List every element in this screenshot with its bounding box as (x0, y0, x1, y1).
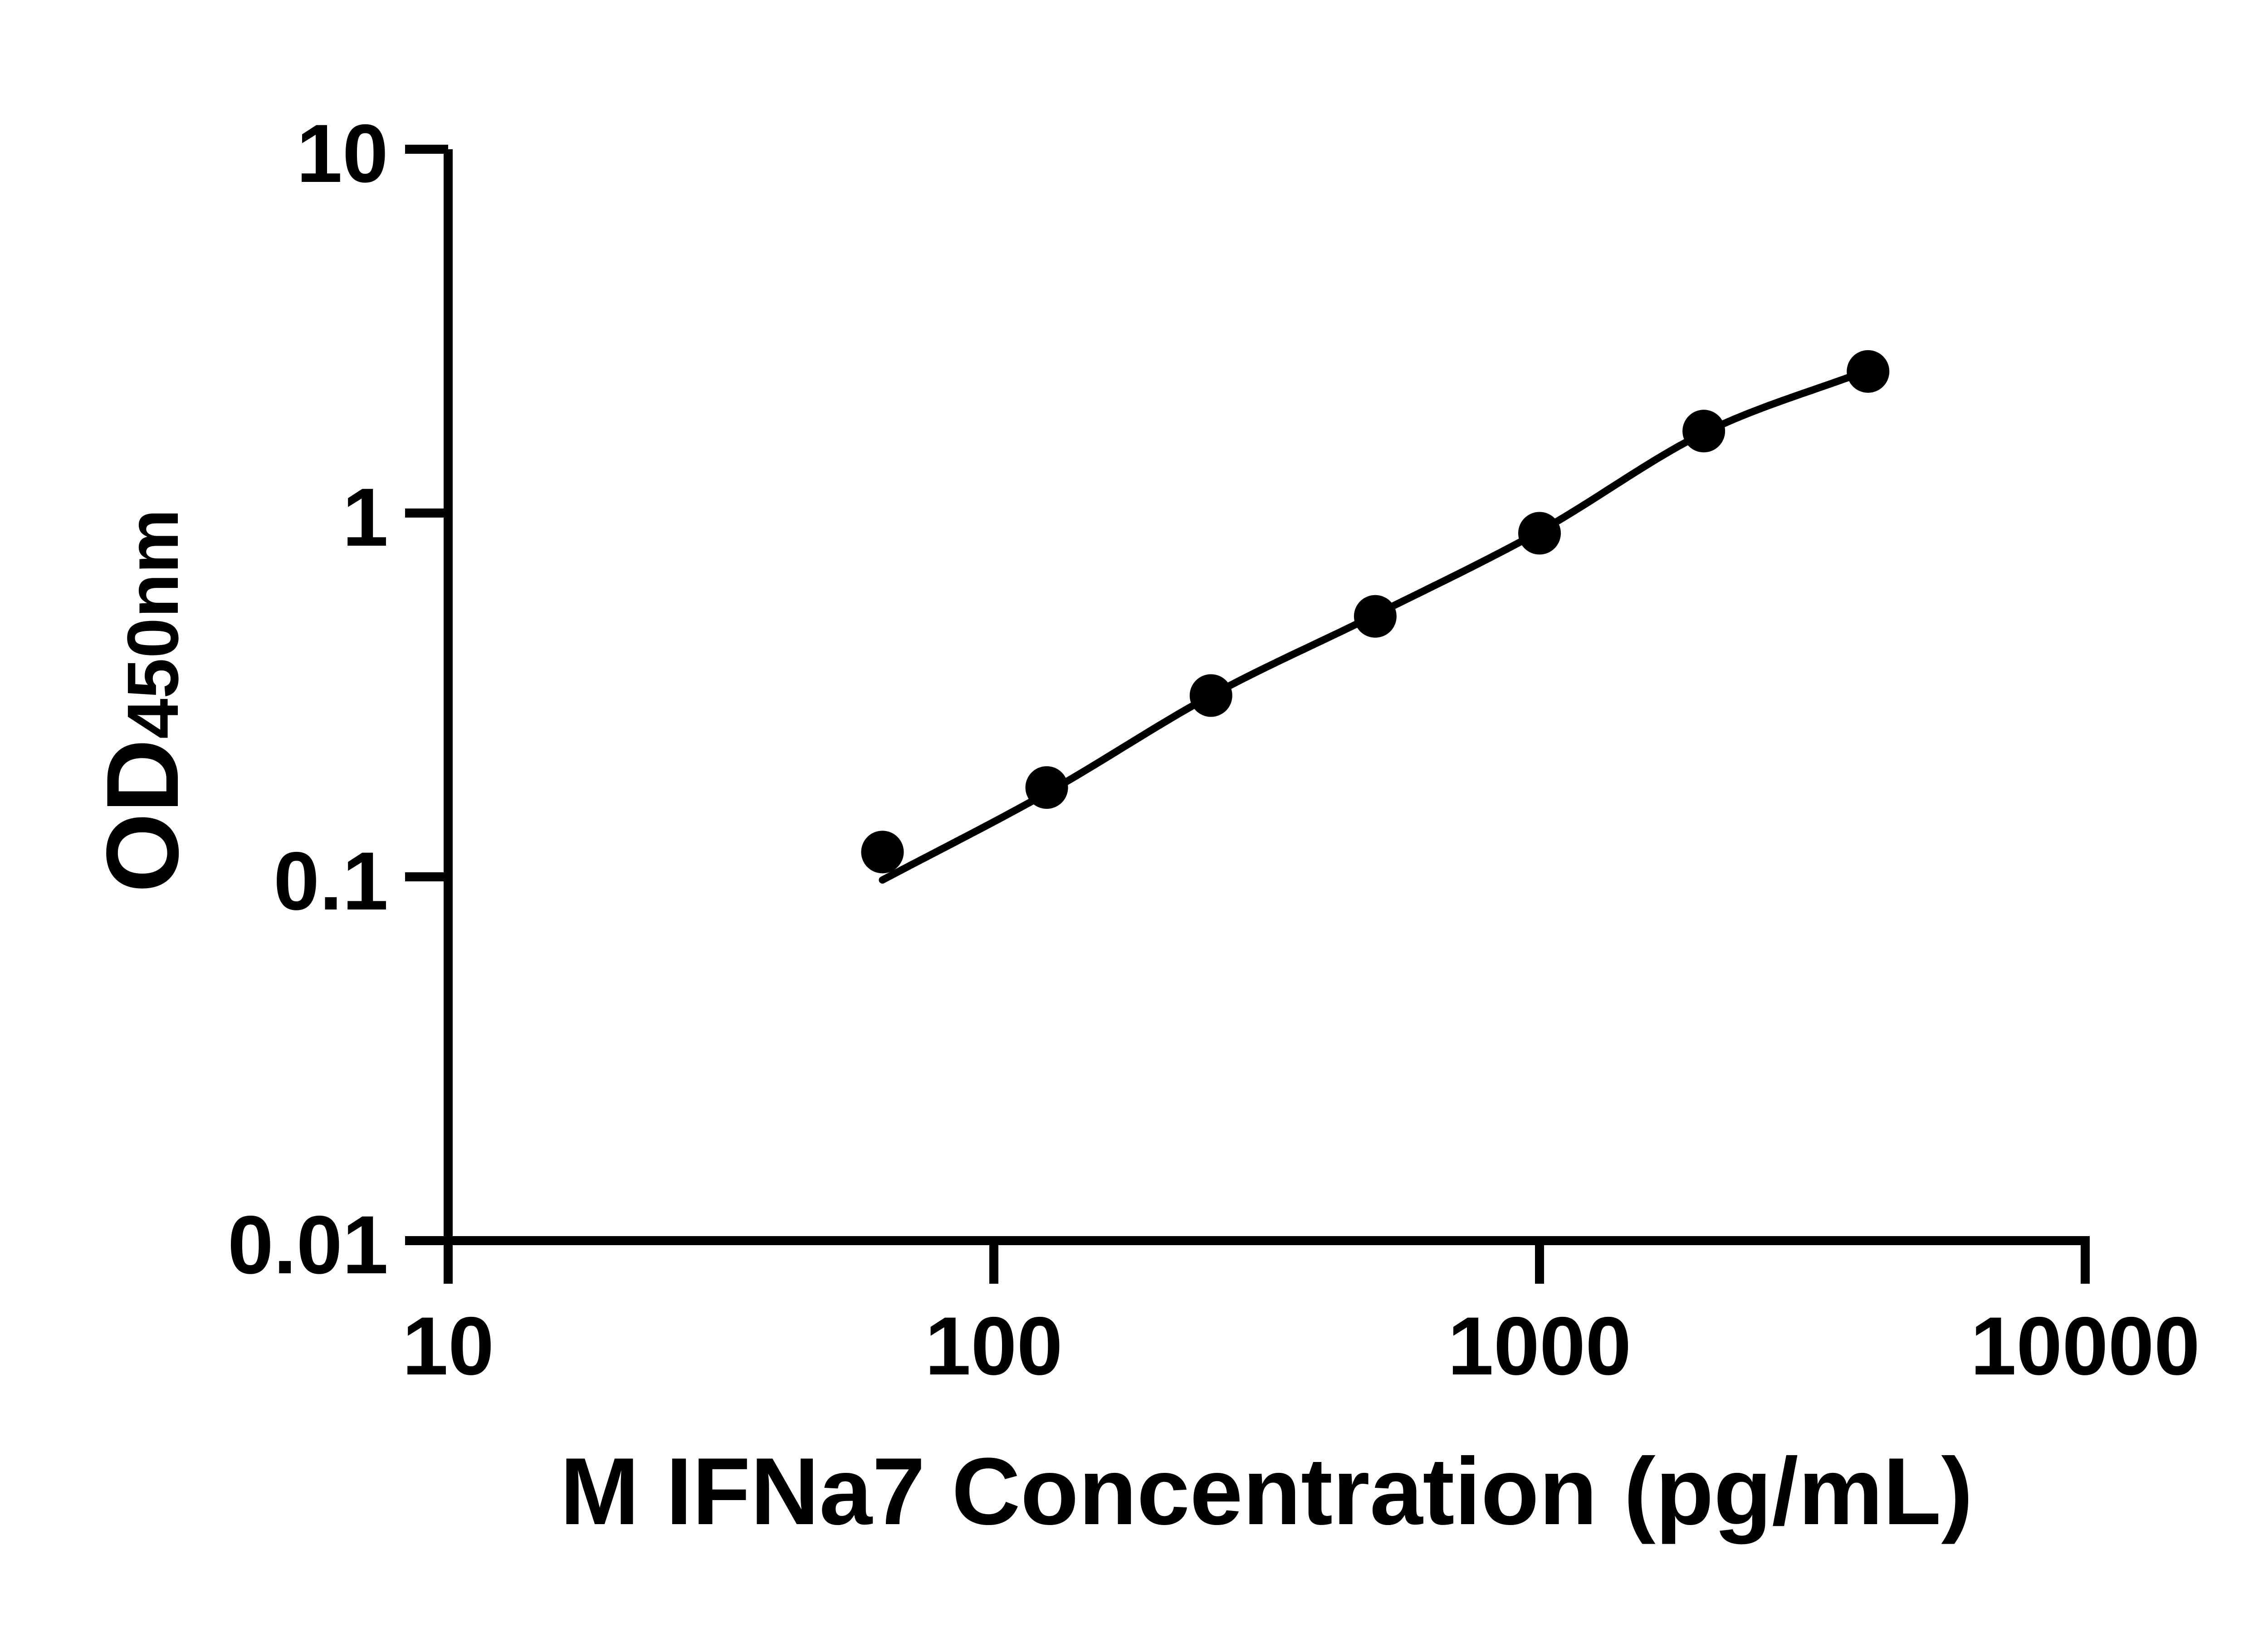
axis-ticks (405, 145, 2090, 1284)
y-axis-title: OD450nm (85, 509, 200, 893)
y-axis-title-subscript: 450nm (112, 509, 193, 739)
data-point-marker (861, 831, 904, 874)
data-point-marker (1354, 595, 1397, 638)
axes (405, 149, 2090, 1284)
x-tick-label: 10 (402, 1300, 494, 1392)
data-point-marker (1847, 350, 1890, 393)
x-tick-label: 100 (925, 1300, 1063, 1392)
y-axis-title-main: OD (85, 739, 200, 893)
data-point-marker (1025, 766, 1068, 809)
x-tick-label: 10000 (1970, 1300, 2200, 1392)
x-tick-label: 1000 (1448, 1300, 1632, 1392)
data-point-marker (1189, 674, 1232, 717)
data-point-marker (1682, 410, 1725, 453)
y-tick-label: 1 (342, 471, 388, 563)
y-tick-label: 0.1 (274, 835, 388, 927)
y-tick-label: 0.01 (228, 1198, 388, 1291)
data-point-marker (1518, 512, 1561, 555)
data-points (861, 350, 1890, 874)
y-tick-label: 10 (297, 107, 388, 200)
x-axis-title: M IFNa7 Concentration (pg/mL) (560, 1438, 1973, 1545)
